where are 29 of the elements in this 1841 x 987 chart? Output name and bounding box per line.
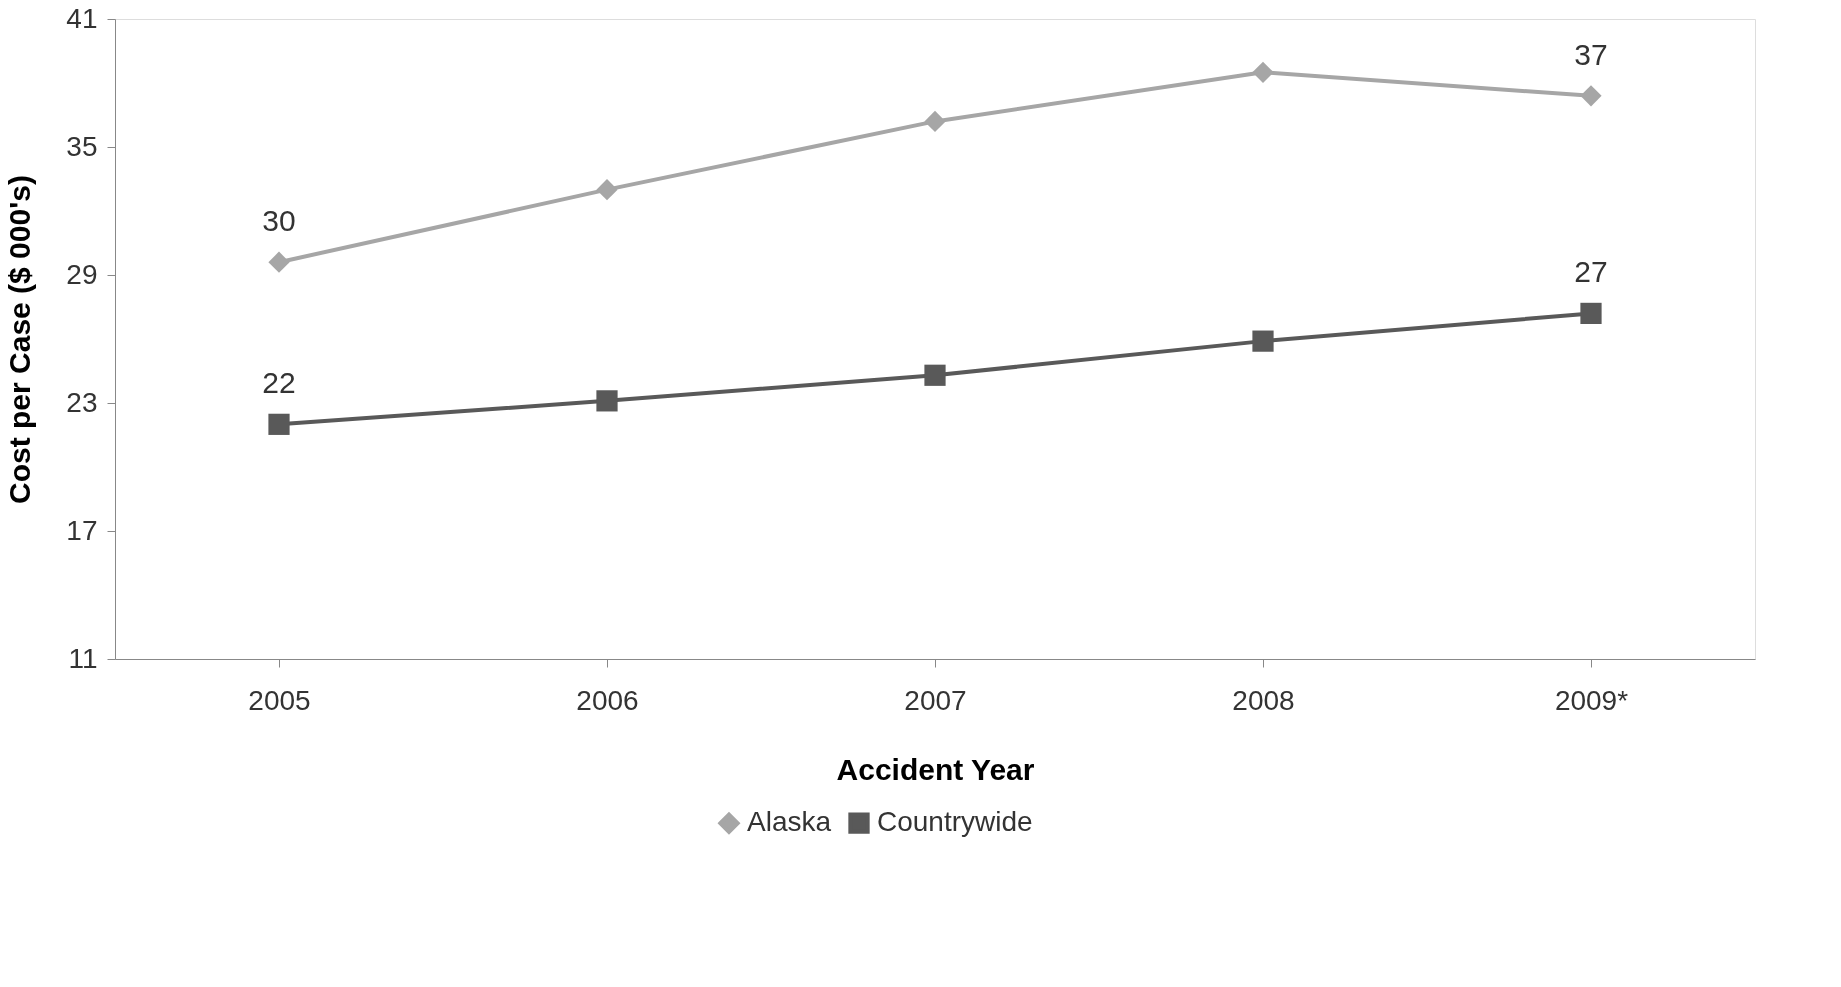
y-tick-label: 17 [66,514,98,546]
legend-label: Countrywide [877,806,1033,838]
data-label: 27 [1574,255,1608,289]
point [1580,302,1602,325]
y-tick-label: 41 [66,2,98,34]
legend-label: Alaska [747,806,832,838]
point [924,110,946,133]
y-tick-label: 23 [66,386,98,418]
x-tick-label: 2008 [1232,684,1295,716]
point [924,364,946,386]
x-tick-label: 2005 [248,684,311,716]
x-tick-label: 2006 [576,684,639,716]
point [268,251,290,273]
point [1252,61,1274,83]
x-tick-label: 2007 [904,684,967,716]
y-axis-title: Cost per Case ($ 000's) [3,175,37,504]
point [1580,85,1602,107]
y-tick-label: 35 [66,130,98,162]
y-tick-label: 11 [68,642,98,674]
point [596,390,618,412]
point [268,413,290,435]
point [1252,330,1274,352]
data-label: 37 [1574,37,1608,71]
data-label: 22 [262,366,296,400]
x-tick-label: 2009* [1554,684,1629,716]
x-axis-title: Accident Year [836,752,1035,786]
point [596,179,618,201]
y-tick-label: 29 [66,258,98,290]
data-label: 30 [262,204,296,238]
